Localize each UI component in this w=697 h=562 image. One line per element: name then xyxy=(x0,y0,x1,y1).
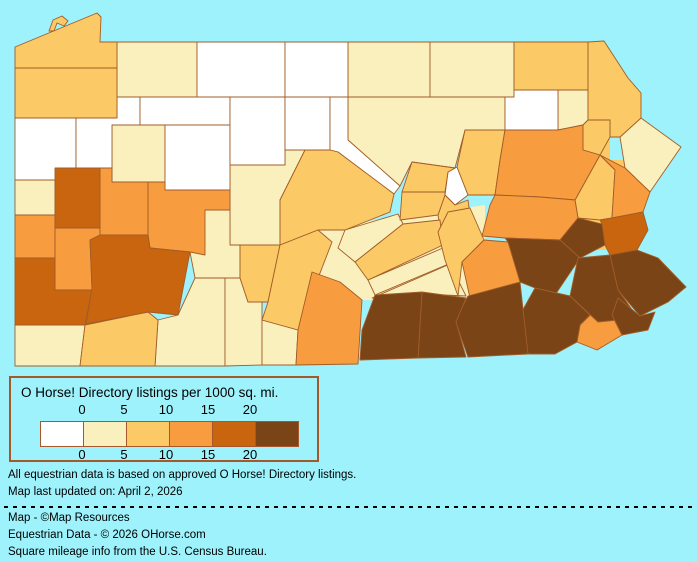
legend-tick: 10 xyxy=(158,402,174,417)
legend-tick: 20 xyxy=(242,447,258,462)
legend-title: O Horse! Directory listings per 1000 sq.… xyxy=(21,385,279,400)
county-forest xyxy=(139,96,231,126)
county-bucks xyxy=(609,249,687,317)
county-westmoreland xyxy=(85,234,191,325)
county-bradford xyxy=(429,41,515,98)
county-union xyxy=(401,161,456,193)
county-mckean xyxy=(196,41,286,98)
legend-swatch-0-5 xyxy=(83,421,127,447)
legend-tick: 10 xyxy=(158,447,174,462)
county-lawrence xyxy=(14,179,56,216)
county-lehigh xyxy=(559,217,606,259)
county-blair xyxy=(239,244,281,303)
legend-ramp xyxy=(40,421,299,447)
disclaimer-text: All equestrian data is based on approved… xyxy=(8,469,357,481)
county-franklin xyxy=(295,271,363,366)
county-butler xyxy=(54,167,101,229)
county-warren xyxy=(116,41,198,98)
credit-mileage: Square mileage info from the U.S. Census… xyxy=(8,546,267,558)
credit-map: Map - ©Map Resources xyxy=(8,512,130,524)
county-clarion xyxy=(111,124,166,183)
county-potter xyxy=(284,41,349,98)
county-elk xyxy=(229,96,286,166)
legend-swatch-15-20 xyxy=(212,421,256,447)
legend-tick: 15 xyxy=(200,447,216,462)
county-luzerne xyxy=(494,124,601,201)
last-updated-text: Map last updated on: April 2, 2026 xyxy=(8,486,183,498)
legend-tick: 15 xyxy=(200,402,216,417)
county-crawford xyxy=(14,67,118,119)
legend-tick: 5 xyxy=(120,447,128,462)
legend-swatch-0 xyxy=(40,421,84,447)
legend-tick: 20 xyxy=(242,402,258,417)
legend-tick: 0 xyxy=(78,402,86,417)
county-adams xyxy=(359,291,423,361)
legend-swatch-5-10 xyxy=(126,421,170,447)
county-greene xyxy=(14,324,86,367)
county-philadelphia xyxy=(611,297,656,336)
county-northampton xyxy=(599,211,649,256)
county-jefferson xyxy=(164,124,231,191)
county-snyder xyxy=(399,191,446,221)
county-susquehanna xyxy=(513,41,589,91)
county-beaver xyxy=(14,214,56,259)
credit-data: Equestrian Data - © 2026 OHorse.com xyxy=(8,529,206,541)
legend-tick: 0 xyxy=(78,447,86,462)
county-tioga xyxy=(347,41,431,98)
county-cameron xyxy=(284,96,331,151)
legend-swatch-20+ xyxy=(255,421,299,447)
county-dauphin xyxy=(437,207,485,297)
legend: O Horse! Directory listings per 1000 sq.… xyxy=(9,376,319,462)
dashed-separator xyxy=(4,506,694,508)
county-schuylkill xyxy=(481,194,579,241)
legend-tick: 5 xyxy=(120,402,128,417)
county-erie xyxy=(14,12,118,69)
legend-swatch-10-15 xyxy=(169,421,213,447)
